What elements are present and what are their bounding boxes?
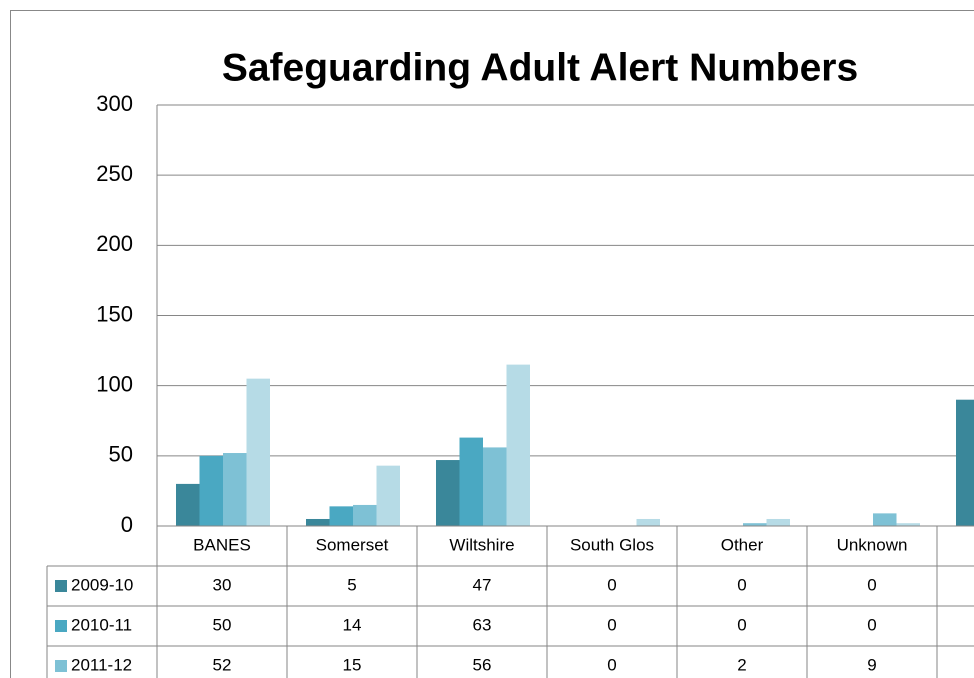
table-cell: 0 <box>867 575 876 594</box>
bar <box>329 506 353 526</box>
x-tick-label: Other <box>721 535 764 554</box>
y-tick-label: 200 <box>96 231 133 256</box>
x-tick-label: Unknown <box>837 535 908 554</box>
table-cell: 0 <box>737 615 746 634</box>
table-cell: 47 <box>473 575 492 594</box>
legend-swatch <box>55 660 67 672</box>
bar <box>896 523 920 526</box>
bar <box>376 465 400 526</box>
y-tick-label: 100 <box>96 371 133 396</box>
y-tick-label: 50 <box>109 442 133 467</box>
table-cell: 30 <box>213 575 232 594</box>
x-tick-label: BANES <box>193 535 251 554</box>
bar <box>436 460 460 526</box>
bar <box>459 437 483 526</box>
table-cell: 5 <box>347 575 356 594</box>
chart-border <box>10 10 974 678</box>
y-tick-label: 150 <box>96 301 133 326</box>
bar <box>353 504 377 526</box>
table-cell: 52 <box>213 655 232 674</box>
table-cell: 15 <box>343 655 362 674</box>
bar <box>199 455 223 526</box>
legend-swatch <box>55 580 67 592</box>
table-cell: 0 <box>607 615 616 634</box>
table-cell: 0 <box>607 575 616 594</box>
table-cell: 50 <box>213 615 232 634</box>
bar <box>766 518 790 526</box>
bar <box>246 378 270 526</box>
x-tick-label: South Glos <box>570 535 654 554</box>
bar <box>873 513 897 526</box>
legend-label: 2010-11 <box>71 615 132 634</box>
legend-label: 2009-10 <box>71 575 133 594</box>
bar <box>956 399 974 526</box>
legend-label: 2011-12 <box>71 655 132 674</box>
bar <box>223 453 247 526</box>
bar <box>306 518 330 526</box>
y-tick-label: 300 <box>96 91 133 116</box>
table-cell: 2 <box>737 655 746 674</box>
table-cell: 9 <box>867 655 876 674</box>
bar <box>506 364 530 526</box>
x-tick-label: Somerset <box>316 535 389 554</box>
x-tick-label: Wiltshire <box>449 535 514 554</box>
bar <box>483 447 507 526</box>
table-cell: 56 <box>473 655 492 674</box>
table-cell: 14 <box>343 615 362 634</box>
bar <box>743 523 767 526</box>
y-tick-label: 250 <box>96 161 133 186</box>
table-cell: 0 <box>867 615 876 634</box>
table-cell: 0 <box>607 655 616 674</box>
bar <box>636 518 660 526</box>
table-cell: 63 <box>473 615 492 634</box>
chart-title: Safeguarding Adult Alert Numbers <box>222 46 858 89</box>
y-tick-label: 0 <box>121 512 133 537</box>
bar <box>176 483 200 526</box>
table-cell: 0 <box>737 575 746 594</box>
legend-swatch <box>55 620 67 632</box>
